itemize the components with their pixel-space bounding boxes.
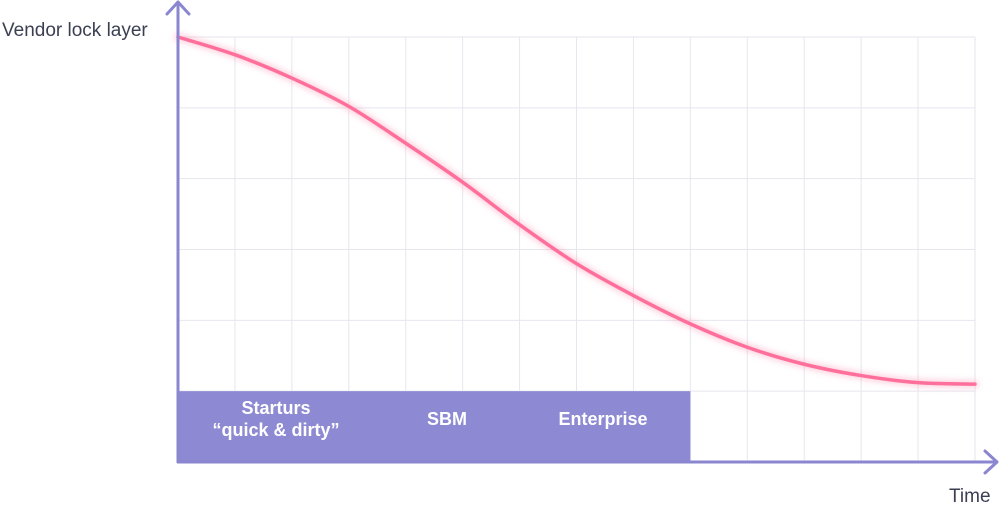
band-label-startups: Starturs “quick & dirty”	[201, 397, 351, 441]
x-axis-arrow	[983, 449, 999, 475]
axes	[165, 0, 999, 475]
band-label-sbm-line-1: SBM	[427, 409, 467, 429]
band-label-startups-line-2: “quick & dirty”	[212, 420, 340, 440]
y-axis-label: Vendor lock layer	[2, 20, 148, 41]
band-label-startups-line-1: Starturs	[241, 398, 311, 418]
grid	[178, 36, 976, 462]
series-line	[176, 35, 977, 386]
y-axis-arrow	[165, 0, 191, 16]
curve-layer	[174, 33, 979, 389]
x-axis-label: Time	[949, 486, 991, 507]
band-label-enterprise-line-1: Enterprise	[558, 409, 648, 429]
band-label-enterprise: Enterprise	[540, 408, 666, 430]
band-label-sbm: SBM	[407, 408, 487, 430]
segment-band	[178, 391, 691, 463]
